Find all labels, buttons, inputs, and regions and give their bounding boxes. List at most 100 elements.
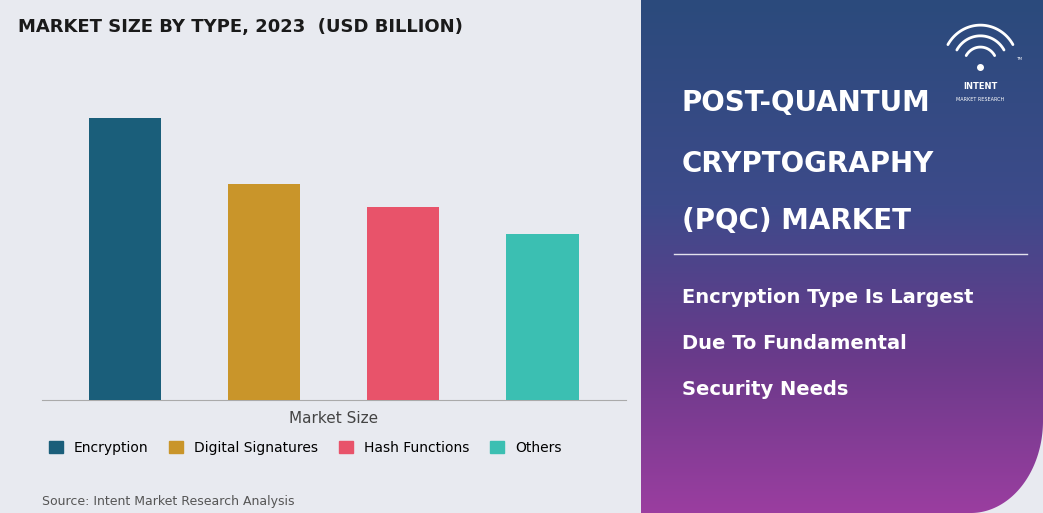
Bar	[641, 124, 1043, 126]
Bar	[641, 240, 1043, 241]
Bar	[641, 357, 1043, 358]
Bar	[641, 131, 1043, 132]
Bar	[641, 458, 1043, 459]
Text: MARKET SIZE BY TYPE, 2023  (USD BILLION): MARKET SIZE BY TYPE, 2023 (USD BILLION)	[19, 18, 463, 36]
Bar	[641, 190, 1043, 191]
Bar	[641, 244, 1043, 245]
Bar	[641, 64, 1043, 65]
Text: TM: TM	[1016, 57, 1022, 61]
Bar	[641, 176, 1043, 177]
Bar	[641, 286, 1043, 287]
Bar	[641, 401, 1043, 403]
Bar	[641, 203, 1043, 204]
Bar	[641, 323, 1043, 324]
Bar	[641, 355, 1043, 357]
Bar	[641, 498, 1043, 499]
Bar	[641, 46, 1043, 48]
Bar	[641, 299, 1043, 300]
Bar	[641, 297, 1043, 298]
Bar	[641, 80, 1043, 81]
Bar	[641, 451, 1043, 452]
Bar	[641, 137, 1043, 139]
Bar	[641, 243, 1043, 244]
Text: CRYPTOGRAPHY: CRYPTOGRAPHY	[681, 150, 933, 178]
Bar	[641, 177, 1043, 179]
Bar	[641, 321, 1043, 322]
Bar	[641, 411, 1043, 413]
Bar	[641, 293, 1043, 295]
Bar	[641, 43, 1043, 44]
Bar	[641, 333, 1043, 334]
Bar	[641, 313, 1043, 314]
Bar	[641, 358, 1043, 359]
Text: INTENT: INTENT	[964, 82, 997, 91]
Bar	[641, 500, 1043, 502]
Bar	[506, 234, 579, 400]
Bar	[641, 232, 1043, 233]
Bar	[641, 73, 1043, 74]
Bar	[641, 104, 1043, 105]
Bar	[641, 1, 1043, 3]
Bar	[641, 341, 1043, 343]
Bar	[641, 354, 1043, 355]
Bar	[641, 264, 1043, 266]
Bar	[641, 127, 1043, 128]
Bar	[641, 252, 1043, 254]
Bar	[641, 162, 1043, 163]
Bar	[641, 281, 1043, 282]
Bar	[641, 149, 1043, 150]
Bar	[641, 353, 1043, 354]
Bar	[641, 13, 1043, 14]
Bar	[641, 4, 1043, 5]
Bar	[641, 376, 1043, 377]
Bar	[641, 154, 1043, 155]
Bar	[641, 143, 1043, 144]
Bar	[641, 129, 1043, 131]
Bar	[641, 315, 1043, 317]
Bar	[641, 290, 1043, 291]
Bar	[641, 55, 1043, 56]
Bar	[641, 115, 1043, 117]
Bar	[641, 369, 1043, 370]
Bar	[641, 328, 1043, 330]
Bar	[641, 187, 1043, 188]
Bar	[641, 22, 1043, 23]
Bar	[641, 359, 1043, 360]
Bar	[641, 491, 1043, 492]
Bar	[641, 420, 1043, 421]
Bar	[641, 380, 1043, 381]
Bar	[641, 410, 1043, 411]
Bar	[641, 387, 1043, 389]
Bar	[641, 109, 1043, 110]
Bar	[641, 309, 1043, 310]
Bar	[641, 482, 1043, 483]
Bar	[641, 332, 1043, 333]
Bar	[641, 95, 1043, 96]
Bar	[641, 445, 1043, 446]
Bar	[641, 464, 1043, 466]
Bar	[641, 96, 1043, 97]
Bar	[641, 141, 1043, 143]
Bar	[641, 254, 1043, 255]
Bar	[641, 74, 1043, 75]
Bar	[641, 140, 1043, 141]
Bar	[641, 145, 1043, 146]
Bar	[641, 136, 1043, 137]
Bar	[641, 456, 1043, 457]
Bar	[641, 179, 1043, 180]
Bar	[641, 213, 1043, 214]
Bar	[641, 510, 1043, 512]
Bar	[641, 362, 1043, 363]
Bar	[641, 278, 1043, 280]
Bar	[641, 156, 1043, 158]
Bar	[641, 231, 1043, 232]
Bar	[641, 394, 1043, 395]
Bar	[641, 170, 1043, 172]
Bar	[641, 204, 1043, 205]
Bar	[641, 8, 1043, 9]
Bar	[641, 314, 1043, 315]
Bar	[641, 31, 1043, 32]
Bar	[641, 68, 1043, 69]
Bar	[641, 107, 1043, 108]
Bar	[641, 379, 1043, 380]
